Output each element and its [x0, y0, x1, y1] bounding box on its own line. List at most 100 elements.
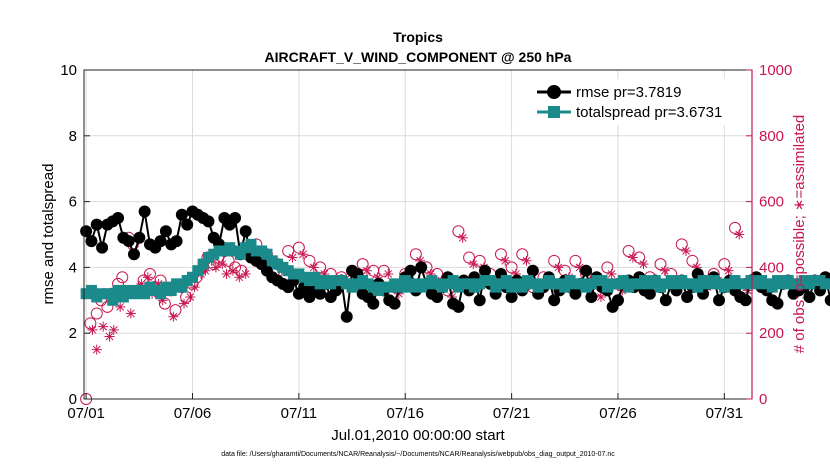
y-right-tick-label: 600	[759, 194, 784, 211]
rmse-point	[659, 294, 672, 307]
asterisk-stroke	[575, 263, 584, 272]
totalspread-point	[234, 248, 246, 260]
obs-possible-point	[548, 254, 561, 267]
rmse-point	[229, 212, 242, 225]
asterisk-stroke	[554, 263, 563, 272]
y-axis-left-label: rmse and totalspread	[40, 164, 57, 305]
x-tick-label: 07/21	[493, 405, 531, 422]
asterisk-stroke	[299, 250, 308, 259]
asterisk-stroke	[235, 273, 244, 282]
rmse-point	[473, 294, 486, 307]
obs-possible-point	[675, 238, 688, 251]
rmse-point	[122, 235, 135, 248]
rmse-point	[170, 235, 183, 248]
obs-assimilated-point	[638, 259, 649, 270]
rmse-point	[526, 264, 539, 277]
asterisk-stroke	[522, 256, 531, 265]
obs-possible-point	[505, 261, 518, 274]
obs-assimilated-point	[98, 321, 109, 332]
rmse-point	[479, 264, 492, 277]
obs-assimilated-point	[659, 265, 670, 276]
rmse-point	[611, 294, 624, 307]
obs-assimilated-point	[168, 311, 179, 322]
series-markers	[80, 205, 830, 323]
totalspread-point	[107, 294, 119, 306]
obs-assimilated-point	[457, 232, 468, 243]
axes: 07/01 07/06 07/11 07/16 07/21 07/26 07/31 0 2 4 6 8…	[60, 62, 792, 422]
legend-box	[532, 79, 746, 125]
obs-possible-point	[90, 307, 103, 320]
rmse-point	[367, 297, 380, 310]
asterisk-stroke	[639, 260, 648, 268]
obs-assimilated-point	[308, 262, 319, 273]
rmse-point	[181, 218, 194, 231]
x-tick-label: 07/31	[706, 405, 744, 422]
totalspread-point	[825, 278, 830, 290]
asterisk-stroke	[105, 332, 114, 341]
obs-possible-point	[463, 251, 476, 264]
rmse-point	[505, 291, 518, 304]
obs-assimilated-point	[500, 255, 511, 266]
rmse-point	[771, 297, 784, 310]
totalspread-point	[309, 271, 321, 283]
asterisk-stroke	[682, 247, 690, 255]
asterisk-stroke	[735, 230, 744, 239]
rmse-point	[681, 291, 694, 304]
totalspread-point	[101, 288, 113, 300]
totalspread-point	[197, 258, 209, 270]
obs-assimilated-point	[627, 252, 638, 263]
totalspread-point	[261, 248, 273, 260]
x-axis-label: Jul.01,2010 00:00:00 start	[331, 427, 505, 444]
y-right-tick-label: 0	[759, 391, 767, 408]
totalspread-point	[139, 288, 151, 300]
obs-assimilated-point	[227, 265, 238, 276]
totalspread-point	[484, 275, 496, 287]
y-right-tick-label: 800	[759, 128, 784, 145]
obs-assimilated-point	[185, 292, 196, 303]
obs-possible-point	[116, 271, 129, 284]
obs-assimilated-point	[734, 229, 745, 240]
totalspread-point	[155, 288, 167, 300]
asterisk-stroke	[222, 270, 231, 278]
totalspread-point	[112, 284, 124, 296]
asterisk-stroke	[363, 266, 371, 275]
rmse-point	[580, 264, 593, 277]
totalspread-point	[245, 238, 257, 250]
rmse-point	[112, 212, 125, 225]
asterisk-stroke	[143, 273, 152, 282]
asterisk-stroke	[384, 270, 393, 278]
asterisk-stroke	[99, 322, 108, 331]
rmse-point	[239, 225, 252, 238]
obs-possible-point	[409, 248, 422, 261]
totalspread-point	[192, 265, 204, 277]
obs-assimilated-point	[681, 245, 692, 256]
rmse-point	[739, 294, 752, 307]
legend-rmse-label: rmse pr=3.7819	[576, 84, 681, 101]
rmse-point	[415, 261, 428, 274]
totalspread-point	[617, 275, 629, 287]
asterisk-stroke	[169, 312, 178, 321]
obs-assimilated-point	[468, 259, 479, 270]
x-tick-label: 07/01	[67, 405, 105, 422]
asterisk-stroke	[469, 260, 478, 268]
obs-possible-point	[377, 264, 390, 277]
rmse-point	[90, 218, 103, 231]
totalspread-point	[516, 281, 528, 293]
obs-possible-point	[452, 225, 465, 238]
asterisk-stroke	[724, 266, 733, 275]
rmse-point	[569, 287, 582, 300]
y-left-tick-label: 0	[69, 391, 77, 408]
totalspread-point	[176, 281, 188, 293]
obs-possible-point	[622, 244, 635, 257]
obs-possible-point	[169, 304, 182, 317]
y-right-tick-label: 400	[759, 259, 784, 276]
totalspread-point	[500, 275, 512, 287]
rmse-point	[643, 287, 656, 300]
obs-possible-point	[569, 254, 582, 267]
y-right-tick-label: 1000	[759, 62, 792, 79]
y-right-tick-label: 200	[759, 325, 784, 342]
rmse-point	[585, 291, 598, 304]
obs-assimilated-point	[240, 268, 251, 279]
asterisk-stroke	[109, 326, 118, 334]
totalspread-point	[596, 275, 608, 287]
